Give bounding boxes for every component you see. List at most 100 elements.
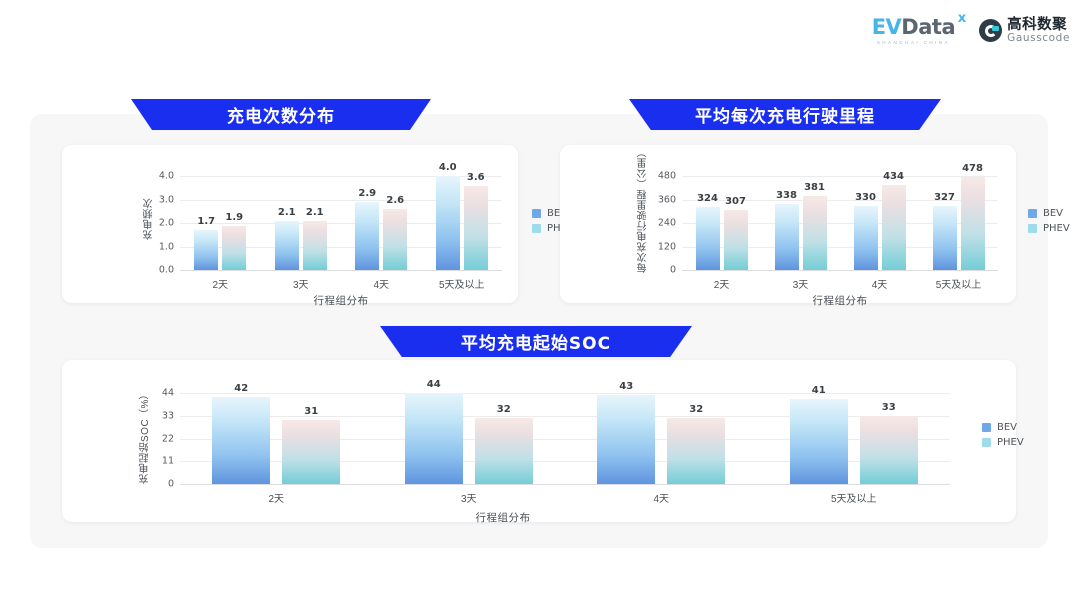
- gridline: [682, 199, 998, 201]
- x-axis-tick-label: 3天: [792, 280, 809, 291]
- y-axis-title-line2: （%）: [140, 388, 151, 419]
- y-axis-tick-label: 44: [161, 387, 174, 399]
- chart-avg-start-soc: 充电起始SOC（%） 0 11 22 33 44 42 31 2天 44 32 3天 43 32 4天 41 3…: [62, 360, 1024, 524]
- bar-bev[interactable]: 1.7: [194, 216, 219, 270]
- bar-value-label: 42: [234, 383, 249, 395]
- y-axis-tick-label: 4.0: [158, 170, 174, 182]
- gridline: [180, 461, 950, 463]
- plot-area: 0.0 1.0 2.0 3.0 4.0 1.7 1.9 2天 2.1 2.1 3天 2.9 2.6 4天 4…: [159, 162, 502, 291]
- bar-value-label: 43: [619, 381, 634, 393]
- bar-value-label: 381: [804, 181, 825, 193]
- legend-swatch-bev-icon: [982, 423, 991, 432]
- bar-phev[interactable]: 31: [282, 406, 341, 484]
- legend-label: BEV: [547, 208, 568, 219]
- chart-legend: BEV PHEV: [982, 422, 1024, 448]
- bar-phev[interactable]: 32: [474, 404, 533, 484]
- y-axis-tick-label: 0.0: [158, 264, 174, 276]
- legend-label: BEV: [997, 422, 1018, 433]
- bar-value-label: 2.6: [386, 195, 405, 207]
- bar-bev[interactable]: 330: [853, 192, 878, 270]
- bar-bev[interactable]: 338: [774, 190, 799, 270]
- y-axis-tick-label: 480: [657, 170, 676, 182]
- bar-phev[interactable]: 478: [960, 163, 985, 270]
- legend-swatch-phev-icon: [982, 438, 991, 447]
- brand-bar: EVData x SHANGHAI CHINA 高科数聚 Gausscode: [872, 12, 1070, 48]
- legend-label: PHEV: [1043, 223, 1070, 234]
- bar-bev[interactable]: 327: [932, 192, 957, 270]
- bar-bev[interactable]: 324: [695, 193, 720, 270]
- legend-item-bev[interactable]: BEV: [1028, 208, 1070, 219]
- y-axis-tick-label: 240: [657, 217, 676, 229]
- x-axis-title: 行程组分布: [812, 295, 868, 307]
- bar-phev[interactable]: 307: [723, 196, 748, 270]
- y-axis-title-line2: （公里）: [638, 147, 649, 189]
- chart-banner-charging-frequency: 充电次数分布: [131, 99, 431, 130]
- bar-phev[interactable]: 381: [802, 182, 827, 270]
- bar-value-label: 434: [883, 171, 904, 183]
- chart-card-charging-frequency: 充电频次 0.0 1.0 2.0 3.0 4.0 1.7 1.9 2天 2.1 2.1 3天 2.9 2.…: [62, 145, 574, 307]
- bar-value-label: 307: [725, 196, 746, 208]
- bar-value-label: 41: [811, 385, 826, 397]
- y-axis-title: 充电起始SOC（%）: [140, 386, 152, 486]
- bar-value-label: 2.1: [277, 206, 296, 218]
- bar-bev[interactable]: 2.1: [274, 207, 299, 270]
- bar-value-label: 44: [426, 379, 441, 391]
- bar-phev[interactable]: 2.1: [302, 207, 327, 270]
- bar-bev[interactable]: 2.9: [355, 188, 380, 270]
- bar-bev[interactable]: 41: [789, 385, 848, 484]
- bar-value-label: 330: [855, 191, 876, 203]
- bar-value-label: 33: [881, 401, 896, 413]
- x-axis-tick-label: 4天: [653, 494, 670, 505]
- gausscode-name-en: Gausscode: [1007, 32, 1070, 45]
- bar-value-label: 327: [934, 192, 955, 204]
- bar-phev[interactable]: 1.9: [222, 212, 247, 270]
- chart-avg-mileage: 每次充电行驶里程（公里） 0 120 240 360 480 324 307 2天 338 381 3…: [560, 145, 1070, 307]
- gridline: [180, 438, 950, 440]
- bar-bev[interactable]: 43: [597, 381, 656, 484]
- bar-value-label: 2.1: [305, 206, 324, 218]
- x-axis-title: 行程组分布: [475, 512, 531, 524]
- evdata-logo: EVData x SHANGHAI CHINA: [872, 12, 966, 46]
- bar-value-label: 32: [496, 403, 511, 415]
- y-axis-tick-label: 1.0: [158, 241, 174, 253]
- bar-phev[interactable]: 3.6: [463, 172, 488, 270]
- x-axis-tick-label: 3天: [292, 280, 309, 291]
- bar-phev[interactable]: 2.6: [383, 195, 408, 270]
- y-axis-tick-label: 0: [167, 478, 174, 490]
- bar-bev[interactable]: 4.0: [435, 162, 460, 270]
- x-axis-tick-label: 4天: [871, 280, 888, 291]
- y-axis-tick-label: 120: [657, 241, 676, 253]
- legend-item-bev[interactable]: BEV: [982, 422, 1024, 433]
- bar-phev[interactable]: 32: [667, 404, 726, 484]
- legend-swatch-phev-icon: [1028, 224, 1037, 233]
- legend-item-bev[interactable]: BEV: [532, 208, 574, 219]
- y-axis-tick-label: 3.0: [158, 194, 174, 206]
- bar-value-label: 338: [776, 190, 797, 202]
- x-axis-tick-label: 3天: [460, 494, 477, 505]
- y-axis-tick-label: 11: [161, 455, 174, 467]
- legend-label: BEV: [1043, 208, 1064, 219]
- gridline: [682, 270, 998, 271]
- bar-phev[interactable]: 434: [881, 171, 906, 270]
- legend-swatch-bev-icon: [532, 209, 541, 218]
- legend-item-phev[interactable]: PHEV: [982, 437, 1024, 448]
- chart-legend: BEV PHEV: [1028, 208, 1070, 234]
- gridline: [682, 246, 998, 248]
- gridline: [180, 223, 502, 225]
- bar-bev[interactable]: 42: [212, 383, 271, 484]
- evdata-wordmark-suffix: Data: [901, 14, 956, 39]
- legend-swatch-bev-icon: [1028, 209, 1037, 218]
- bar-value-label: 32: [689, 403, 704, 415]
- x-axis-tick-label: 2天: [713, 280, 730, 291]
- bar-phev[interactable]: 33: [859, 402, 918, 484]
- chart-banner-avg-mileage: 平均每次充电行驶里程: [629, 99, 941, 130]
- bar-value-label: 31: [304, 405, 319, 417]
- y-axis-title: 充电频次: [144, 198, 155, 240]
- bar-bev[interactable]: 44: [404, 379, 463, 484]
- legend-item-phev[interactable]: PHEV: [1028, 223, 1070, 234]
- x-axis-tick-label: 2天: [268, 494, 285, 505]
- y-axis-tick-label: 0: [669, 264, 676, 276]
- plot-area: 0 120 240 360 480 324 307 2天 338 381 3天 330 434 4天 327…: [658, 163, 998, 291]
- bar-value-label: 4.0: [438, 162, 457, 174]
- x-axis-tick-label: 4天: [373, 280, 390, 291]
